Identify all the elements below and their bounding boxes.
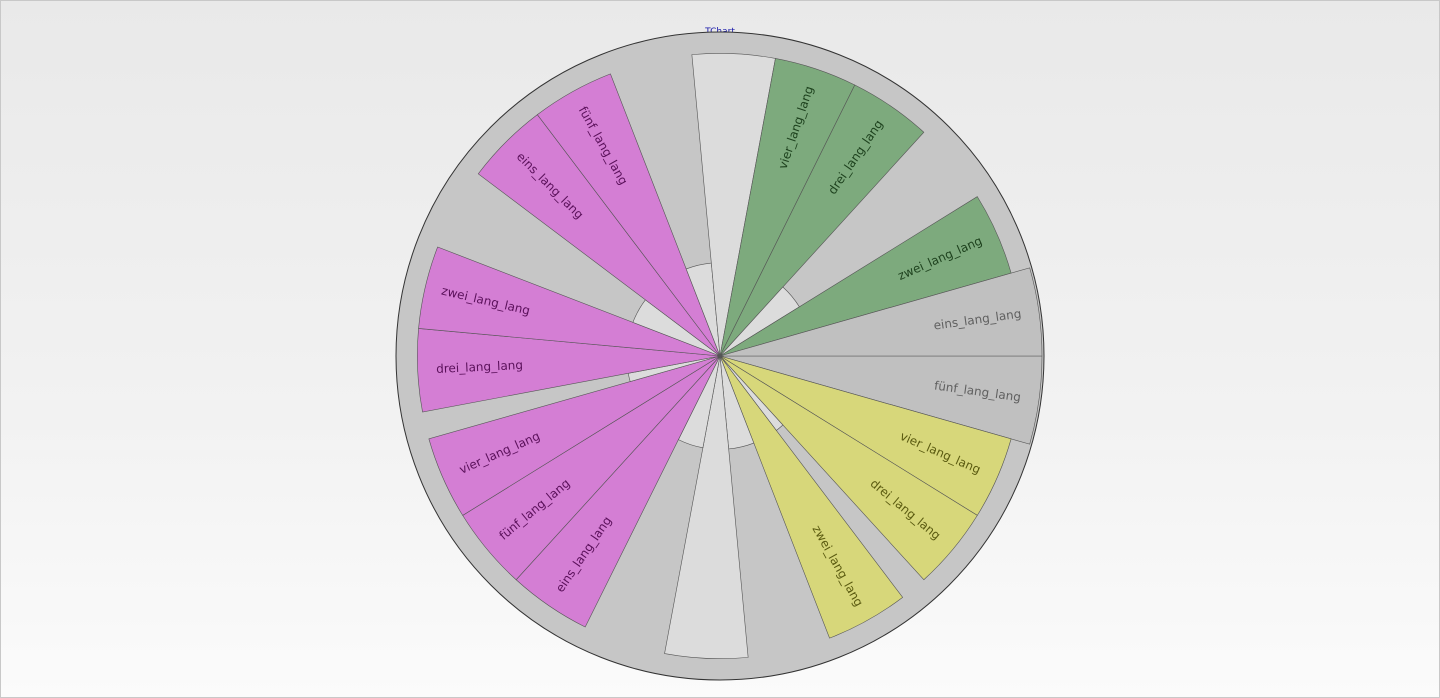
pie-slice <box>719 355 978 581</box>
slice-label: drei_lang_lang <box>436 358 523 376</box>
pie-slice <box>418 246 721 357</box>
pie-slice <box>428 355 721 516</box>
pie-slice <box>719 84 925 357</box>
pie-slice <box>719 267 1043 357</box>
pie-slice <box>719 355 904 639</box>
pie-slice <box>664 355 749 659</box>
pie-slice <box>536 73 721 357</box>
pie-slices <box>417 53 1043 659</box>
